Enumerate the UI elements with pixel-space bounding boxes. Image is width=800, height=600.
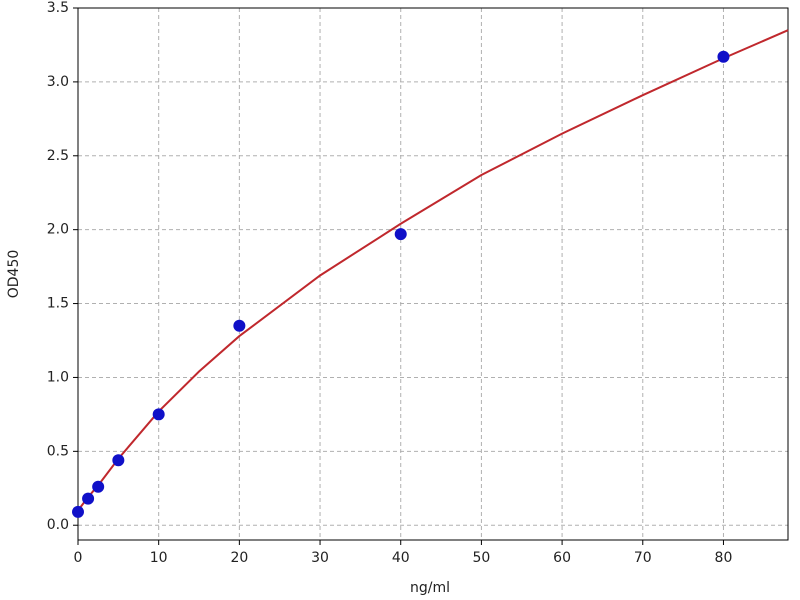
x-tick-label: 40 (392, 550, 410, 566)
data-point (112, 454, 125, 467)
x-tick-label: 70 (634, 550, 652, 566)
x-axis-label: ng/ml (410, 580, 450, 596)
x-tick-label: 30 (311, 550, 329, 566)
y-tick-label: 2.0 (47, 222, 69, 238)
fit-curve (77, 29, 789, 512)
x-tick-label: 20 (230, 550, 248, 566)
data-point (82, 492, 95, 505)
y-tick-label: 1.0 (47, 369, 69, 385)
y-tick-label: 3.5 (47, 0, 69, 16)
x-tick-label: 60 (553, 550, 571, 566)
y-tick-label: 0.5 (47, 443, 69, 459)
data-point (717, 50, 730, 63)
plot-frame (77, 7, 789, 541)
data-point (152, 408, 165, 421)
y-axis-label: OD450 (6, 250, 22, 299)
y-tick-label: 2.5 (47, 148, 69, 164)
data-point (394, 228, 407, 241)
data-point (233, 319, 246, 332)
y-tick-label: 1.5 (47, 296, 69, 312)
y-tick-label: 0.0 (47, 517, 69, 533)
x-tick-label: 80 (715, 550, 733, 566)
data-point (92, 480, 105, 493)
x-tick-label: 0 (74, 550, 83, 566)
x-tick-label: 50 (472, 550, 490, 566)
data-point (72, 505, 84, 518)
y-tick-label: 3.0 (47, 74, 69, 90)
x-tick-label: 10 (150, 550, 168, 566)
